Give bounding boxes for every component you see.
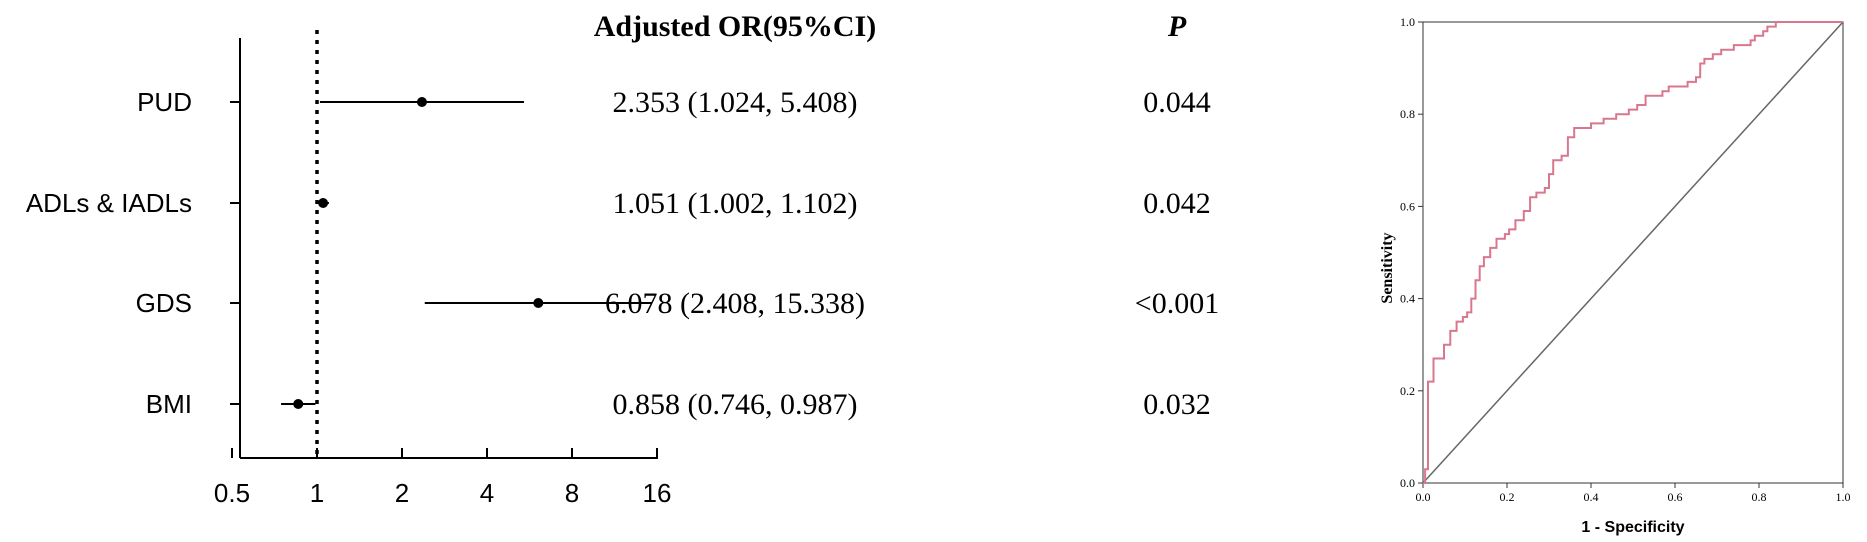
odds-ratio-table: Adjusted OR(95%CI) P 2.353 (1.024, 5.408… xyxy=(594,10,1219,421)
roc-curve-line xyxy=(1423,21,1843,484)
or-column-header: Adjusted OR(95%CI) xyxy=(594,10,877,43)
forest-x-tick-label: 16 xyxy=(643,478,672,508)
roc-x-tick-label: 0.2 xyxy=(1500,490,1515,504)
or-ci-value: 2.353 (1.024, 5.408) xyxy=(613,86,858,119)
forest-x-tick-label: 4 xyxy=(480,478,494,508)
roc-x-tick-label: 1.0 xyxy=(1836,490,1851,504)
forest-plot: 0.5 1 2 4 8 16 PUD ADLs & IADLs GDS BMI xyxy=(26,30,672,508)
roc-x-axis-label: 1 - Specificity xyxy=(1581,519,1684,536)
p-value: 0.044 xyxy=(1143,86,1211,119)
p-value: <0.001 xyxy=(1135,287,1219,320)
odds-ratio-point xyxy=(318,198,329,208)
roc-y-tick-label: 0.2 xyxy=(1400,384,1415,398)
forest-x-tick-label: 8 xyxy=(565,478,579,508)
forest-row-label: BMI xyxy=(146,389,192,419)
or-ci-value: 0.858 (0.746, 0.987) xyxy=(613,388,858,421)
forest-row-label: ADLs & IADLs xyxy=(26,188,192,218)
roc-plot-frame xyxy=(1422,21,1844,484)
roc-y-tick-label: 0.6 xyxy=(1400,199,1415,213)
p-value: 0.042 xyxy=(1143,187,1211,220)
roc-diagonal-reference xyxy=(1422,21,1844,484)
roc-y-axis-label: Sensitivity xyxy=(1379,232,1396,303)
roc-x-tick-label: 0.8 xyxy=(1752,490,1767,504)
or-ci-value: 6.078 (2.408, 15.338) xyxy=(605,287,865,320)
p-value: 0.032 xyxy=(1143,388,1211,421)
odds-ratio-point xyxy=(416,97,427,107)
odds-ratio-point xyxy=(533,298,544,308)
roc-y-tick-label: 1.0 xyxy=(1400,15,1415,29)
roc-y-tick-label: 0.8 xyxy=(1400,107,1415,121)
roc-x-tick-label: 0.4 xyxy=(1584,490,1599,504)
forest-x-tick-label: 0.5 xyxy=(214,478,250,508)
odds-ratio-point xyxy=(293,399,304,409)
p-column-header: P xyxy=(1167,10,1187,43)
or-ci-value: 1.051 (1.002, 1.102) xyxy=(613,187,858,220)
forest-x-tick-label: 1 xyxy=(310,478,324,508)
roc-y-tick-label: 0.0 xyxy=(1400,476,1415,490)
roc-y-tick-label: 0.4 xyxy=(1400,292,1415,306)
roc-curve-plot: 1 - Specificity Sensitivity 0.0 0.2 0.4 0.6… xyxy=(1379,15,1851,536)
roc-x-tick-label: 0.6 xyxy=(1668,490,1683,504)
forest-x-tick-label: 2 xyxy=(395,478,409,508)
roc-x-tick-label: 0.0 xyxy=(1416,490,1431,504)
forest-row-label: GDS xyxy=(136,288,192,318)
forest-row-label: PUD xyxy=(137,87,192,117)
